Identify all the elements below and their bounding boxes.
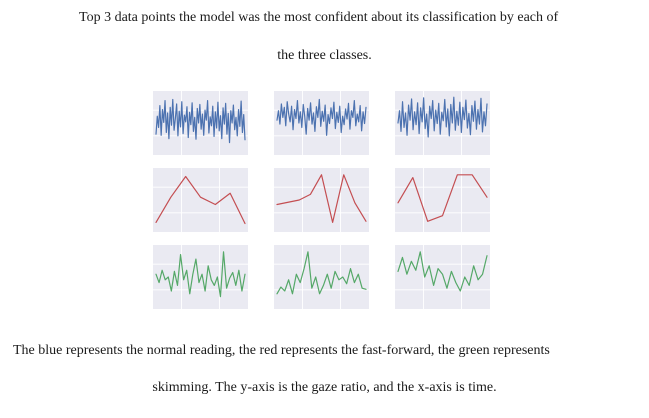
panel-normal-reading-3 (395, 91, 490, 155)
panel-normal-reading-2 (274, 91, 369, 155)
series-line-skimming (397, 251, 488, 292)
series-line-normal-reading (276, 98, 367, 136)
panel-fast-forward-1 (153, 168, 248, 232)
panel-background (274, 245, 369, 309)
intro-line-2: the three classes. (277, 48, 372, 63)
series-line-normal-reading (397, 96, 488, 138)
panel-normal-reading-1 (153, 91, 248, 155)
panel-background (395, 168, 490, 232)
panel-fast-forward-2 (274, 168, 369, 232)
panel-skimming-3 (395, 245, 490, 309)
series-line-fast-forward (397, 174, 488, 222)
panel-skimming-1 (153, 245, 248, 309)
legend-line-2: skimming. The y-axis is the gaze ratio, … (152, 380, 497, 395)
sample-figure (153, 91, 490, 309)
panel-fast-forward-3 (395, 168, 490, 232)
series-line-fast-forward (276, 174, 367, 223)
intro-line-1: Top 3 data points the model was the most… (79, 10, 559, 25)
series-line-fast-forward (155, 175, 246, 225)
panel-background (274, 168, 369, 232)
series-line-skimming (276, 251, 367, 295)
legend-line-1: The blue represents the normal reading, … (13, 343, 550, 358)
series-line-normal-reading (155, 98, 246, 144)
series-line-skimming (155, 251, 246, 298)
panel-skimming-2 (274, 245, 369, 309)
panel-background (395, 245, 490, 309)
